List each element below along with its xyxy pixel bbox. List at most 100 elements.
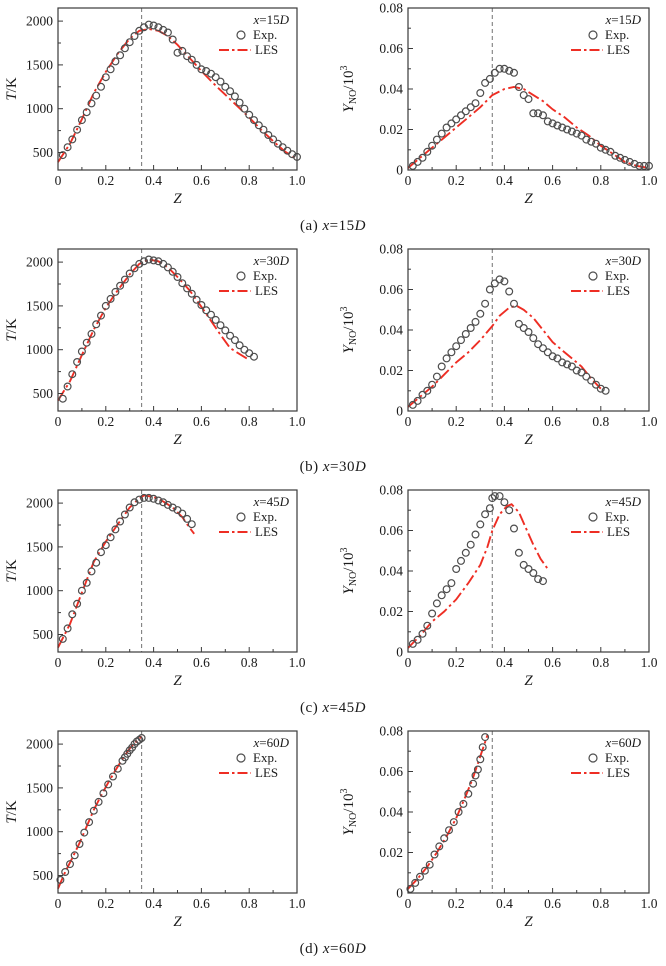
panel-b-caption: (b) x=30D [0, 456, 666, 482]
legend-title: x=15D [604, 12, 641, 27]
svg-text:0.4: 0.4 [496, 173, 513, 188]
les-curve [407, 503, 549, 649]
legend-exp-label: Exp. [605, 509, 629, 524]
y-tick-labels: 500 1000 1500 2000 [26, 255, 53, 401]
svg-text:500: 500 [33, 627, 54, 642]
svg-text:0.04: 0.04 [379, 564, 403, 579]
svg-text:0.4: 0.4 [145, 655, 162, 670]
exp-scatter [58, 493, 196, 643]
svg-text:0.6: 0.6 [544, 173, 561, 188]
svg-text:0.8: 0.8 [241, 896, 258, 911]
svg-text:0: 0 [405, 173, 412, 188]
svg-text:0.8: 0.8 [592, 655, 609, 670]
legend-exp-marker-icon [588, 271, 598, 281]
y-axis-label: YNO/103 [339, 548, 359, 595]
caption-index: (a) [300, 218, 323, 234]
legend-exp-marker-icon [588, 512, 598, 522]
caption-value: =15 [329, 218, 355, 234]
chart-temperature-x15d: 0 0.2 0.4 0.6 0.8 1.0 500 1000 1500 2000 Z T/K x=15D… [4, 7, 306, 207]
svg-text:500: 500 [33, 386, 54, 401]
svg-text:0.8: 0.8 [241, 655, 258, 670]
svg-text:0: 0 [55, 173, 62, 188]
legend-exp-label: Exp. [253, 268, 277, 283]
svg-text:0.4: 0.4 [145, 896, 162, 911]
panel-b-charts: 0 0.2 0.4 0.6 0.8 1.0 500 1000 1500 2000 Z T/K x=30D… [0, 241, 666, 456]
axis-ticks [57, 743, 298, 893]
chart-temperature-x45d: 0 0.2 0.4 0.6 0.8 1.0 500 1000 1500 2000 Z T/K x=45D… [4, 489, 306, 689]
exp-scatter [58, 255, 259, 403]
axis-ticks [407, 7, 650, 171]
svg-text:1.0: 1.0 [641, 414, 658, 429]
svg-text:0: 0 [405, 896, 412, 911]
svg-text:0.6: 0.6 [193, 414, 210, 429]
legend-title: x=30D [604, 253, 641, 268]
svg-text:1500: 1500 [26, 57, 53, 72]
svg-text:0: 0 [405, 655, 412, 670]
svg-text:0.08: 0.08 [379, 1, 403, 16]
y-tick-labels: 0 0.02 0.04 0.06 0.08 [379, 724, 403, 901]
panel-d-charts: 0 0.2 0.4 0.6 0.8 1.0 500 1000 1500 2000 Z T/K x=60D… [0, 723, 666, 938]
svg-text:500: 500 [33, 868, 54, 883]
panel-row-d: 0 0.2 0.4 0.6 0.8 1.0 500 1000 1500 2000 Z T/K x=60D… [0, 723, 666, 964]
caption-diameter-symbol: D [354, 700, 366, 716]
x-axis-label: Z [173, 191, 182, 207]
legend-title: x=60D [252, 735, 289, 750]
legend-les-label: LES [607, 524, 630, 539]
svg-text:0.2: 0.2 [97, 173, 114, 188]
svg-text:1500: 1500 [26, 298, 53, 313]
legend-exp-marker-icon [236, 512, 246, 522]
y-tick-labels: 500 1000 1500 2000 [26, 496, 53, 642]
svg-text:0.06: 0.06 [379, 282, 403, 297]
exp-scatter [406, 733, 490, 893]
legend-title: x=30D [252, 253, 289, 268]
svg-text:2000: 2000 [26, 14, 53, 29]
svg-text:1.0: 1.0 [289, 896, 306, 911]
panel-row-a: 0 0.2 0.4 0.6 0.8 1.0 500 1000 1500 2000 Z T/K x=15D… [0, 0, 666, 241]
chart-temperature-x30d: 0 0.2 0.4 0.6 0.8 1.0 500 1000 1500 2000 Z T/K x=30D… [4, 248, 306, 448]
chart-no-massfraction-x60d: 0 0.2 0.4 0.6 0.8 1.0 0 0.02 0.04 0.06 0.08 Z YNO/10… [339, 724, 658, 931]
svg-text:0.6: 0.6 [193, 655, 210, 670]
legend-exp-marker-icon [588, 30, 598, 40]
x-axis-label: Z [524, 191, 533, 207]
svg-text:1500: 1500 [26, 780, 53, 795]
axis-ticks [407, 489, 650, 653]
svg-text:0.06: 0.06 [379, 764, 403, 779]
svg-text:1.0: 1.0 [641, 896, 658, 911]
svg-text:0.4: 0.4 [496, 655, 513, 670]
svg-text:0.2: 0.2 [97, 655, 114, 670]
svg-text:1000: 1000 [26, 101, 53, 116]
svg-text:0.2: 0.2 [448, 173, 465, 188]
exp-scatter [408, 492, 548, 648]
legend-les-label: LES [255, 283, 278, 298]
x-tick-labels: 0 0.2 0.4 0.6 0.8 1.0 [405, 173, 658, 188]
y-axis-label: YNO/103 [339, 66, 359, 113]
y-axis-label: T/K [4, 559, 20, 583]
svg-text:0.04: 0.04 [379, 805, 403, 820]
legend-title: x=60D [604, 735, 641, 750]
exp-scatter [408, 275, 610, 409]
axis-ticks [407, 730, 650, 894]
legend-exp-label: Exp. [253, 509, 277, 524]
svg-text:1000: 1000 [26, 342, 53, 357]
les-curve [407, 86, 650, 169]
x-axis-label: Z [524, 914, 533, 930]
legend-les-label: LES [607, 283, 630, 298]
caption-value: =60 [330, 941, 356, 957]
svg-text:0: 0 [55, 896, 62, 911]
legend-exp-marker-icon [236, 271, 246, 281]
caption-value: =30 [330, 459, 356, 475]
caption-variable: x [322, 941, 331, 957]
svg-text:0.2: 0.2 [448, 655, 465, 670]
legend-title: x=15D [252, 12, 289, 27]
panel-d-caption: (d) x=60D [0, 938, 666, 964]
svg-text:0.4: 0.4 [145, 414, 162, 429]
caption-diameter-symbol: D [355, 941, 367, 957]
svg-text:0.4: 0.4 [496, 896, 513, 911]
y-tick-labels: 0 0.02 0.04 0.06 0.08 [379, 242, 403, 419]
x-tick-labels: 0 0.2 0.4 0.6 0.8 1.0 [55, 896, 306, 911]
svg-text:0.6: 0.6 [544, 655, 561, 670]
panel-a-caption: (a) x=15D [0, 215, 666, 241]
axis-ticks [57, 261, 298, 411]
